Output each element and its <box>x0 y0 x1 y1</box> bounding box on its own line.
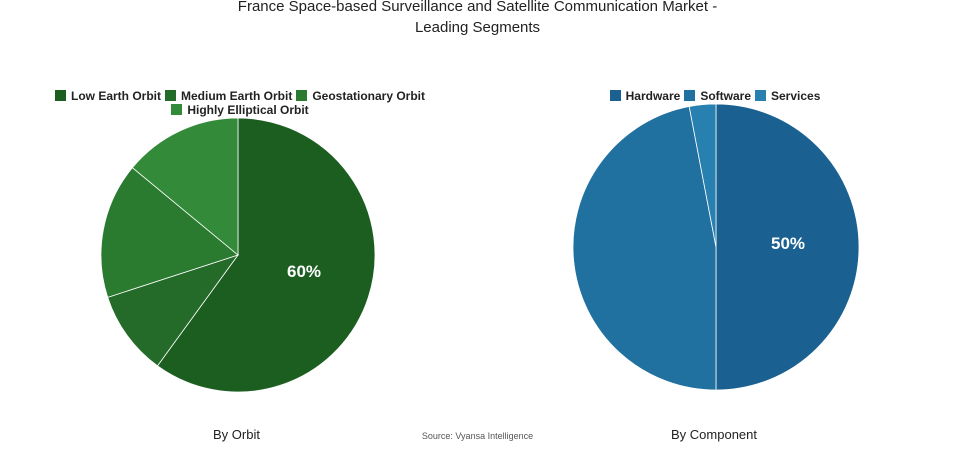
pie-slice-software[interactable] <box>572 106 717 391</box>
legend-swatch <box>755 90 766 101</box>
legend-label: Software <box>700 89 751 103</box>
legend-item[interactable]: Low Earth Orbit <box>54 89 161 103</box>
legend-swatch <box>609 90 621 101</box>
pie-slice-low-earth-orbit[interactable] <box>156 117 376 393</box>
chart-title: France Space-based Surveillance and Sate… <box>0 0 955 38</box>
pie-slice-geostationary-orbit[interactable] <box>100 167 239 298</box>
legend-component: Hardware Software Services <box>560 89 870 103</box>
pie-slice-hardware[interactable] <box>715 103 860 391</box>
legend-item[interactable]: Highly Elliptical Orbit <box>171 103 309 117</box>
legend-swatch <box>164 90 176 101</box>
data-label: 50% <box>771 234 805 253</box>
legend-item[interactable]: Services <box>755 89 820 103</box>
legend-swatch <box>296 90 308 101</box>
legend-label: Hardware <box>625 89 681 103</box>
data-label: 60% <box>287 262 321 281</box>
legend-item[interactable]: Medium Earth Orbit <box>164 89 293 103</box>
legend-orbit: Low Earth Orbit Medium Earth Orbit Geostat… <box>50 89 430 117</box>
legend-item[interactable]: Software <box>684 89 751 103</box>
legend-swatch <box>684 90 696 101</box>
pie-slice-services[interactable] <box>688 103 717 248</box>
title-line-2: Leading Segments <box>414 19 541 36</box>
title-line-1: France Space-based Surveillance and Sate… <box>237 0 718 15</box>
legend-swatch <box>171 104 183 115</box>
legend-label: Services <box>771 89 821 103</box>
legend-label: Medium Earth Orbit <box>180 89 293 103</box>
caption-component: By Component <box>671 427 757 442</box>
pie-slice-highly-elliptical-orbit[interactable] <box>131 117 239 256</box>
caption-orbit: By Orbit <box>213 427 260 442</box>
legend-label: Highly Elliptical Orbit <box>187 103 309 117</box>
legend-label: Geostationary Orbit <box>312 89 426 103</box>
source-note: Source: Vyansa Intelligence <box>421 431 534 441</box>
legend-swatch <box>54 90 66 101</box>
legend-label: Low Earth Orbit <box>70 89 161 103</box>
legend-item[interactable]: Hardware <box>609 89 681 103</box>
pie-slice-medium-earth-orbit[interactable] <box>107 254 240 367</box>
legend-item[interactable]: Geostationary Orbit <box>296 89 425 103</box>
